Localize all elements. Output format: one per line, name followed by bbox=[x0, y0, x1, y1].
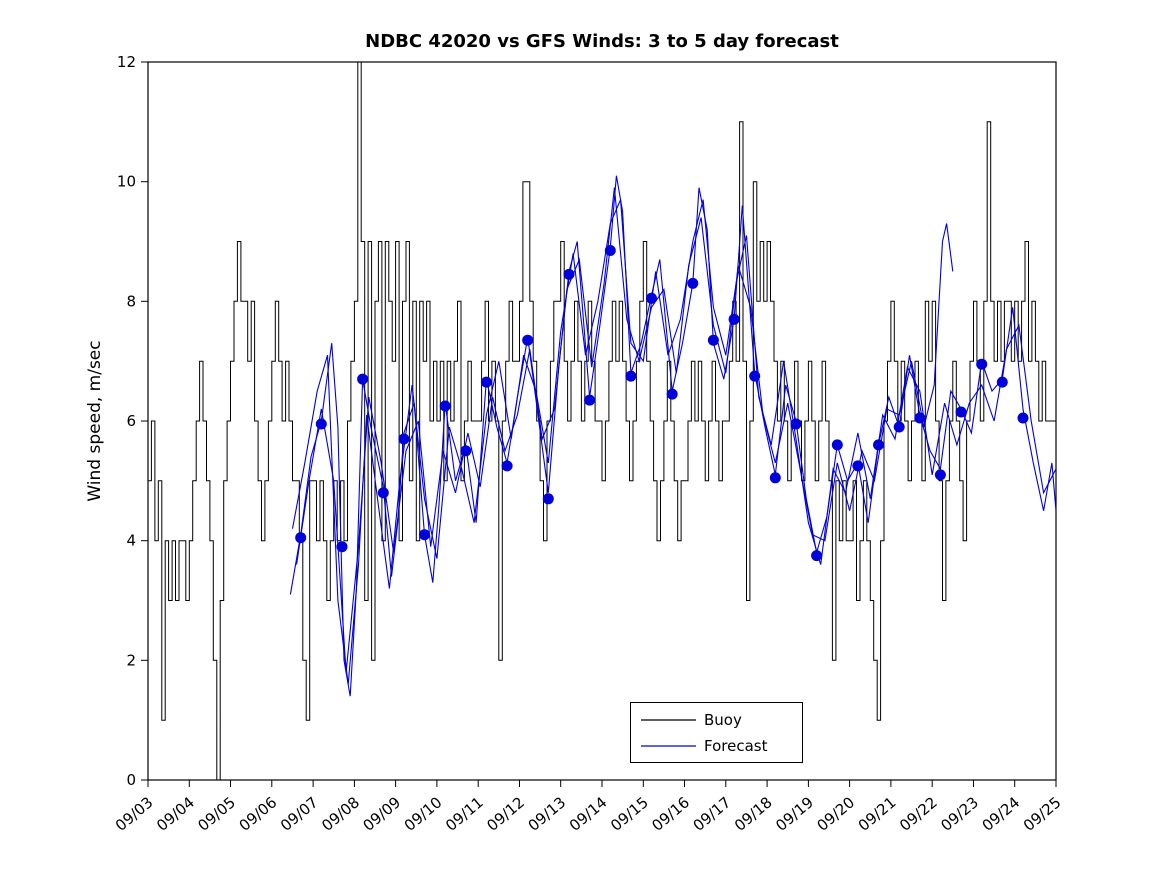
forecast-marker bbox=[480, 376, 492, 388]
forecast-marker bbox=[687, 277, 699, 289]
forecast-marker bbox=[749, 370, 761, 382]
forecast-marker bbox=[934, 469, 946, 481]
y-tick-label: 4 bbox=[126, 532, 136, 550]
forecast-marker bbox=[790, 418, 802, 430]
forecast-marker bbox=[666, 388, 678, 400]
forecast-marker bbox=[315, 418, 327, 430]
forecast-marker bbox=[604, 245, 616, 256]
y-tick-label: 10 bbox=[117, 173, 136, 191]
forecast-marker bbox=[460, 445, 472, 457]
forecast-marker bbox=[398, 433, 410, 445]
forecast-marker bbox=[769, 472, 781, 484]
forecast-marker bbox=[377, 487, 389, 499]
forecast-marker bbox=[914, 412, 926, 424]
forecast-marker bbox=[976, 358, 988, 370]
forecast-marker bbox=[728, 313, 740, 325]
legend-box bbox=[630, 702, 803, 763]
forecast-marker bbox=[563, 268, 575, 280]
forecast-marker bbox=[811, 550, 823, 562]
forecast-marker bbox=[584, 394, 596, 406]
forecast-marker bbox=[501, 460, 513, 472]
forecast-marker bbox=[707, 334, 719, 346]
forecast-marker bbox=[439, 400, 451, 412]
y-tick-label: 8 bbox=[126, 292, 136, 310]
y-tick-label: 0 bbox=[126, 771, 136, 789]
forecast-marker bbox=[873, 439, 884, 451]
forecast-marker bbox=[542, 493, 554, 505]
forecast-marker bbox=[996, 376, 1008, 388]
forecast-marker bbox=[893, 421, 905, 433]
forecast-marker bbox=[295, 532, 307, 544]
forecast-marker bbox=[646, 292, 657, 304]
y-tick-label: 2 bbox=[126, 651, 136, 669]
forecast-marker bbox=[357, 373, 369, 385]
chart-title: NDBC 42020 vs GFS Winds: 3 to 5 day fore… bbox=[365, 31, 839, 52]
y-tick-label: 6 bbox=[126, 412, 136, 430]
forecast-marker bbox=[1017, 412, 1029, 424]
forecast-marker bbox=[522, 334, 534, 346]
y-tick-label: 12 bbox=[117, 53, 136, 71]
legend-forecast-label: Forecast bbox=[704, 737, 768, 755]
forecast-marker bbox=[419, 529, 430, 541]
forecast-line bbox=[289, 175, 1057, 697]
forecast-marker bbox=[852, 460, 864, 472]
y-axis-label: Wind speed, m/sec bbox=[85, 340, 105, 501]
forecast-marker bbox=[336, 541, 348, 553]
forecast-marker bbox=[625, 370, 637, 382]
forecast-marker bbox=[955, 406, 967, 418]
legend: Buoy Forecast bbox=[630, 702, 803, 763]
forecast-marker bbox=[831, 439, 843, 451]
legend-buoy-label: Buoy bbox=[704, 711, 742, 729]
